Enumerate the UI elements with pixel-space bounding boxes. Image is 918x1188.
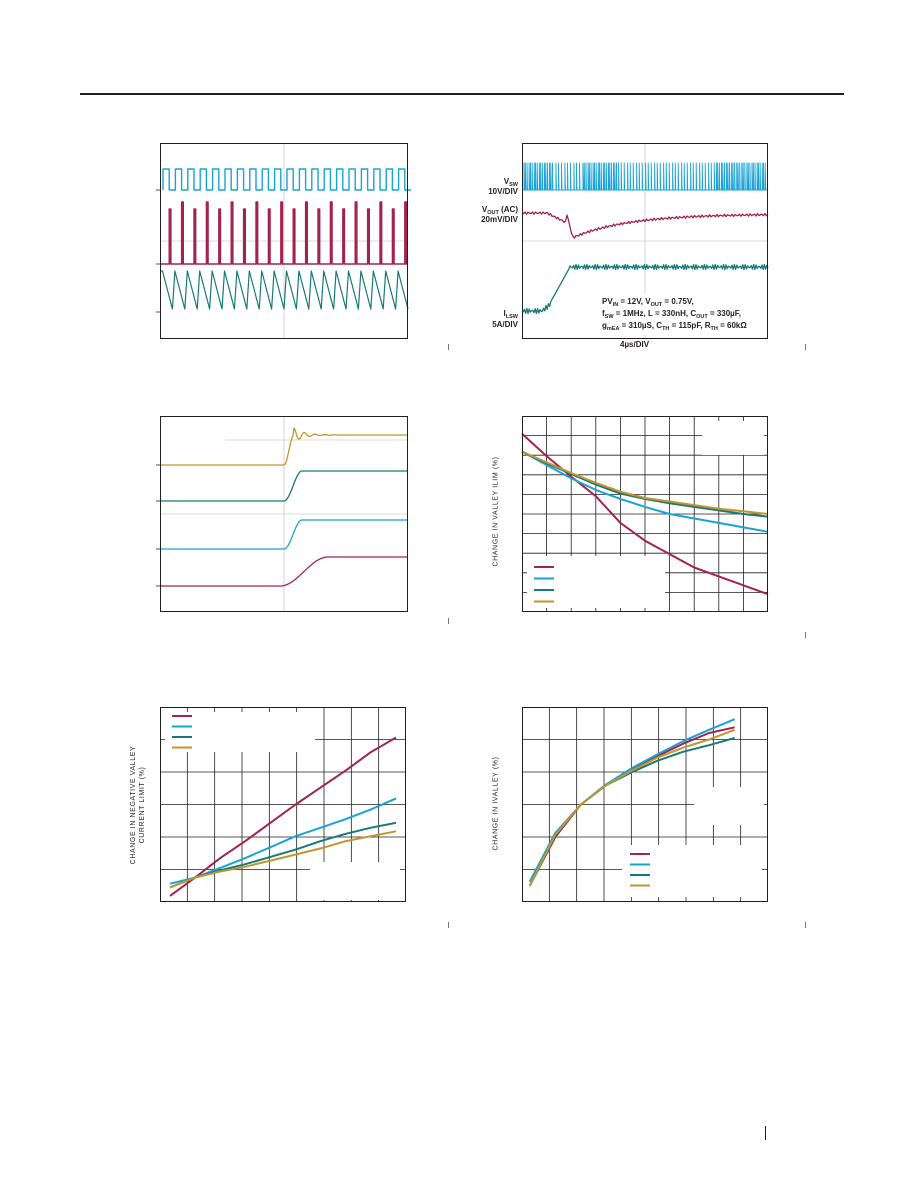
series-4-line [521, 450, 769, 515]
x-axis-label: 4µs/DIV [620, 340, 650, 349]
series-4-line [169, 830, 397, 889]
legend-box [527, 556, 665, 608]
figure-mark [805, 344, 810, 350]
legend-box [165, 712, 315, 752]
conditions-line-1: PVIN = 12V, VOUT = 0.75V, [602, 297, 694, 308]
y-label-line-2: CURRENT LIMIT (%) [139, 766, 146, 844]
series-2-line [521, 450, 769, 533]
load-current-trace [521, 263, 769, 315]
scope-grid [160, 143, 408, 339]
figure-mark [448, 922, 453, 928]
valley-ilim-y-label: CHANGE IN VALLEY ILIM (%) [492, 456, 500, 567]
scope-capture-startup [156, 416, 408, 612]
chart-valley-ilim [521, 416, 769, 612]
conditions-line-3: gmEA = 310µS, CTH = 115pF, RTH = 60kΩ [602, 321, 747, 332]
chart-ivalley [522, 707, 768, 902]
scope-grid [160, 416, 408, 612]
pulse-trace [160, 201, 408, 265]
y-label-line-1: CHANGE IN NEGATIVE VALLEY [130, 745, 137, 865]
scope-capture-load-step: PVIN = 12V, VOUT = 0.75V, fSW = 1MHz, L … [521, 143, 769, 339]
trace-2 [160, 470, 408, 502]
vsw-scale: 10V/DIV [488, 187, 518, 196]
switch-node-trace [522, 162, 768, 191]
ivalley-y-label: CHANGE IN IVALLEY (%) [492, 756, 500, 851]
figure-mark [448, 618, 453, 624]
figure-mark [448, 344, 453, 350]
series-2-line [169, 797, 397, 885]
trace-3 [160, 519, 408, 550]
trace-1 [160, 427, 408, 466]
negative-valley-y-label: CHANGE IN NEGATIVE VALLEY CURRENT LIMIT … [129, 719, 147, 891]
plot-frame [160, 143, 408, 339]
output-voltage-trace [521, 211, 769, 239]
chart-negative-valley [160, 707, 406, 902]
vout-label: VOUT (AC) [482, 205, 518, 216]
plot-frame [160, 416, 408, 612]
scope-capture-switching [156, 143, 411, 339]
figure-mark [805, 632, 810, 638]
conditions-box [694, 787, 764, 825]
page-number-bar [765, 1126, 766, 1140]
conditions-box [702, 421, 764, 455]
plot-frame [522, 416, 768, 612]
plot-frame [522, 707, 768, 902]
ilsw-label: ILSW [504, 309, 519, 320]
plot-frame [160, 707, 406, 902]
conditions-box [594, 293, 766, 335]
switch-node-trace [162, 168, 411, 191]
header-rule [80, 93, 844, 95]
conditions-box [310, 862, 400, 900]
series-1-line [169, 736, 397, 897]
vsw-label: VSW [504, 177, 519, 188]
trace-4 [160, 556, 408, 587]
channel-labels: VSW 10V/DIV VOUT (AC) 20mV/DIV ILSW 5A/D… [481, 177, 519, 329]
plot-frame [522, 143, 768, 339]
legend-box [622, 845, 762, 897]
figure-mark [805, 922, 810, 928]
conditions-line-2: fSW = 1MHz, L = 330nH, COUT = 330µF, [602, 309, 741, 320]
vout-scale: 20mV/DIV [481, 215, 519, 224]
inductor-current-trace [160, 270, 409, 310]
series-4-line [528, 728, 736, 887]
ilsw-scale: 5A/DIV [492, 320, 518, 329]
